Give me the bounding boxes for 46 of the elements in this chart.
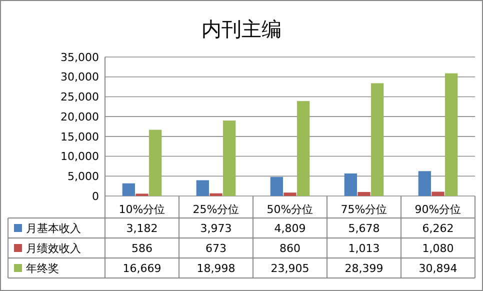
data-label: 3,182 (126, 222, 158, 235)
bar (371, 83, 384, 196)
bar (418, 171, 431, 196)
bar (297, 101, 310, 196)
data-label: 586 (132, 242, 152, 255)
legend-label: 月绩效收入 (26, 242, 81, 255)
y-tick-label: 30,000 (60, 70, 99, 84)
y-tick-label: 20,000 (60, 110, 99, 124)
x-tick-label: 25%分位 (192, 202, 240, 216)
y-tick-label: 25,000 (60, 90, 99, 104)
y-tick-label: 15,000 (60, 130, 99, 144)
x-tick-label: 75%分位 (340, 202, 388, 216)
legend-label: 月基本收入 (26, 222, 81, 235)
data-label: 28,399 (344, 262, 384, 275)
bar (122, 183, 135, 196)
y-tick-label: 5,000 (68, 170, 99, 183)
bar (284, 192, 296, 196)
x-tick-label: 50%分位 (266, 202, 314, 216)
data-label: 5,678 (348, 222, 380, 235)
y-tick-label: 10,000 (60, 150, 99, 164)
data-label: 860 (280, 242, 300, 255)
data-label: 23,905 (270, 262, 310, 275)
bar (223, 120, 236, 196)
data-label: 30,894 (418, 262, 458, 275)
x-tick-label: 90%分位 (414, 202, 462, 216)
bar (196, 180, 209, 196)
data-label: 673 (206, 242, 226, 255)
y-tick-label: 35,000 (60, 50, 99, 64)
bar (344, 173, 357, 196)
data-label: 16,669 (122, 262, 162, 275)
chart-title: 内刊主编 (202, 17, 282, 41)
bar (445, 73, 458, 196)
data-label: 3,973 (200, 222, 232, 235)
data-label: 6,262 (422, 222, 454, 235)
bar (358, 192, 370, 196)
data-label: 4,809 (274, 222, 306, 235)
bar (270, 176, 283, 196)
data-label: 1,013 (348, 242, 380, 255)
bar (210, 193, 222, 196)
legend-label: 年终奖 (26, 262, 59, 275)
data-label: 18,998 (196, 262, 236, 275)
x-tick-label: 10%分位 (118, 202, 166, 216)
data-label: 1,080 (422, 242, 454, 255)
bar (432, 192, 444, 196)
y-tick-label: 0 (92, 190, 99, 203)
bar (149, 130, 162, 196)
